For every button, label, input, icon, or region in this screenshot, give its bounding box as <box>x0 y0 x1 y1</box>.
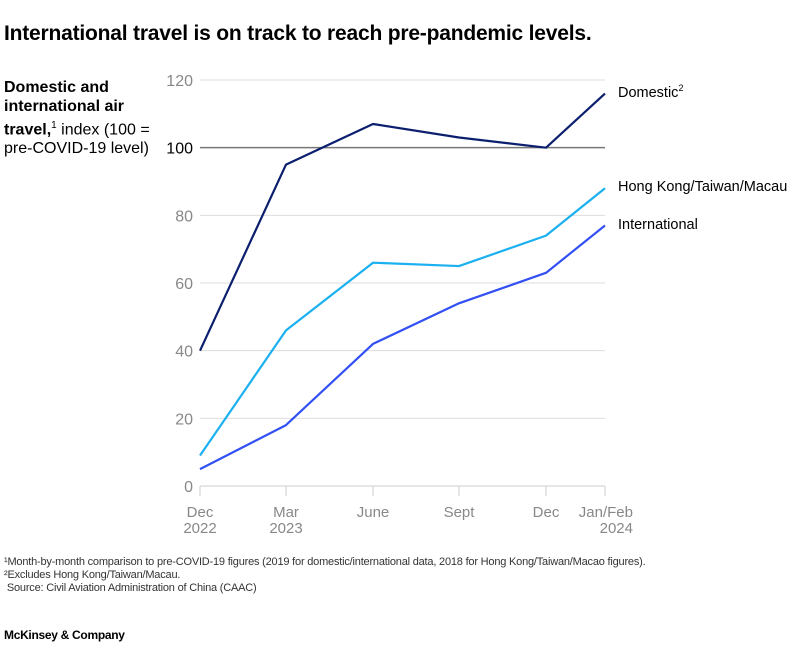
brand-logo: McKinsey & Company <box>4 628 125 642</box>
series-line-domestic <box>199 92 606 352</box>
series-label: International <box>618 217 698 233</box>
y-axis-label-rest: index (100 = pre-COVID-19 level) <box>4 121 150 158</box>
y-tick-label: 80 <box>175 208 193 225</box>
y-tick-label: 0 <box>184 479 193 496</box>
series-label: Hong Kong/Taiwan/Macau <box>618 179 787 195</box>
series-line-hong-kong-taiwan-macau <box>199 187 606 457</box>
x-tick-label: Jan/Feb <box>579 504 633 521</box>
y-tick-label: 40 <box>175 344 193 361</box>
footnote-1: ¹Month-by-month comparison to pre-COVID-… <box>4 556 646 568</box>
series-line-international <box>199 224 606 471</box>
x-tick-label: Mar <box>273 504 299 521</box>
y-tick-label: 60 <box>175 276 193 293</box>
y-axis-label-bold: Domestic and international air travel, <box>4 79 125 139</box>
source-note: Source: Civil Aviation Administration of… <box>4 582 257 594</box>
x-tick-label-year: 2023 <box>269 520 302 537</box>
y-tick-label: 20 <box>175 411 193 428</box>
y-tick-label: 100 <box>166 141 193 158</box>
x-tick-label-year: 2022 <box>183 520 216 537</box>
series-label: Domestic2 <box>618 83 683 101</box>
y-axis-label: Domestic and international air travel,1 … <box>4 78 154 158</box>
x-tick-label: Dec <box>533 504 560 521</box>
footnote-2: ²Excludes Hong Kong/Taiwan/Macau. <box>4 569 181 581</box>
x-tick-label: Sept <box>444 504 476 521</box>
y-axis-label-sup: 1 <box>51 120 57 131</box>
x-tick-label: June <box>357 504 390 521</box>
y-tick-label: 120 <box>166 73 193 90</box>
x-tick-label-year: 2024 <box>600 520 633 537</box>
x-tick-label: Dec <box>187 504 214 521</box>
chart-title: International travel is on track to reac… <box>4 22 592 45</box>
